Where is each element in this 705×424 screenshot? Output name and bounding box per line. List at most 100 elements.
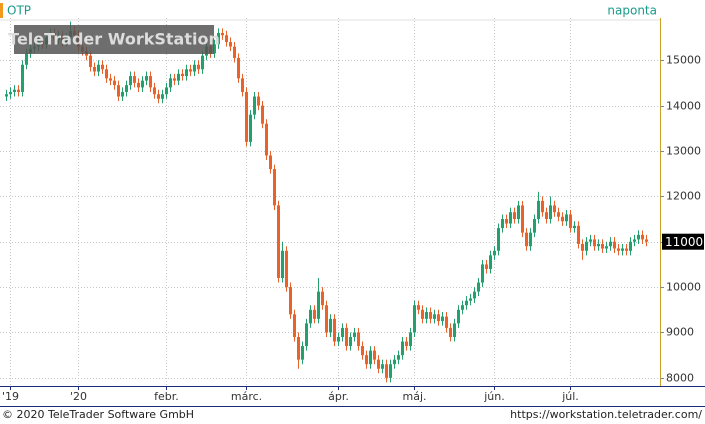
- last-price-box: [662, 233, 704, 250]
- candle-body: [305, 323, 308, 347]
- candle-body: [301, 346, 304, 360]
- candle-body: [553, 205, 556, 213]
- candle-body: [117, 85, 120, 97]
- candle-body: [253, 96, 256, 115]
- candle-body: [121, 91, 124, 97]
- candle-body: [201, 55, 204, 70]
- candle-body: [629, 241, 632, 251]
- candle-body: [273, 169, 276, 206]
- candle-body: [361, 346, 364, 356]
- candle-body: [89, 55, 92, 68]
- candle-body: [477, 282, 480, 292]
- candle-body: [317, 291, 320, 319]
- candle-body: [153, 87, 156, 95]
- candle-body: [9, 91, 12, 95]
- candle-body: [165, 87, 168, 95]
- candle-body: [505, 219, 508, 224]
- candle-body: [277, 205, 280, 279]
- candle-body: [213, 44, 216, 54]
- y-tick-label: 14000: [666, 100, 701, 113]
- candle-body: [249, 114, 252, 142]
- x-tick-label: márc.: [231, 390, 262, 403]
- candle-body: [489, 255, 492, 269]
- candle-body: [269, 155, 272, 170]
- candle-body: [497, 228, 500, 251]
- candle-body: [509, 212, 512, 224]
- y-tick-label: 8000: [666, 372, 694, 385]
- candle-body: [285, 250, 288, 288]
- candle-body: [293, 314, 296, 337]
- candle-body: [193, 64, 196, 72]
- watermark: TeleTrader WorkStation: [8, 30, 220, 49]
- candle-body: [149, 76, 152, 88]
- source-url: https://workstation.teletrader.com/: [510, 408, 702, 421]
- candle-body: [137, 82, 140, 88]
- candle-body: [405, 341, 408, 347]
- candle-body: [173, 78, 176, 81]
- candle-body: [373, 350, 376, 360]
- candle-body: [225, 35, 228, 43]
- candle-body: [645, 239, 648, 242]
- period: naponta: [607, 4, 657, 18]
- symbol: OTP: [7, 4, 31, 18]
- candle-body: [109, 78, 112, 81]
- candle-body: [389, 364, 392, 378]
- x-tick-label: '19: [2, 390, 19, 403]
- candle-body: [577, 225, 580, 244]
- candle-body: [581, 243, 584, 251]
- candle-body: [281, 250, 284, 279]
- candle-body: [349, 336, 352, 347]
- candle-body: [401, 341, 404, 356]
- candle-body: [333, 318, 336, 342]
- candle-body: [217, 32, 220, 45]
- y-tick-label: 12000: [666, 190, 701, 203]
- candle-body: [25, 53, 28, 65]
- candle-body: [125, 85, 128, 92]
- candle-body: [521, 205, 524, 233]
- candle-body: [357, 332, 360, 347]
- candle-body: [393, 359, 396, 365]
- candle-body: [365, 355, 368, 365]
- candle-body: [141, 80, 144, 88]
- candle-body: [345, 327, 348, 347]
- candle-body: [133, 76, 136, 83]
- candle-body: [321, 291, 324, 306]
- candle-body: [425, 312, 428, 319]
- candle-body: [189, 69, 192, 72]
- y-tick-label: 15000: [666, 54, 701, 67]
- candle-body: [617, 248, 620, 251]
- candle-body: [309, 309, 312, 324]
- candle-body: [569, 214, 572, 229]
- symbol-marker: [0, 3, 3, 18]
- x-tick-label: máj.: [402, 390, 426, 403]
- candle-body: [185, 69, 188, 77]
- candle-body: [613, 241, 616, 249]
- candle-body: [5, 94, 8, 97]
- candle-body: [441, 316, 444, 322]
- candle-body: [241, 78, 244, 92]
- candle-body: [541, 200, 544, 213]
- x-tick-label: '20: [70, 390, 87, 403]
- y-tick-label: 13000: [666, 145, 701, 158]
- candle-body: [297, 336, 300, 360]
- candle-body: [457, 309, 460, 324]
- y-tick-label: 10000: [666, 281, 701, 294]
- candle-body: [557, 212, 560, 217]
- last-price-label: 11000: [665, 235, 703, 249]
- candle-body: [377, 359, 380, 369]
- x-tick-label: ápr.: [328, 390, 349, 403]
- candle-body: [413, 305, 416, 333]
- candle-body: [517, 205, 520, 220]
- candle-body: [637, 234, 640, 240]
- candle-body: [437, 314, 440, 322]
- candle-body: [313, 309, 316, 319]
- candle-body: [337, 336, 340, 342]
- candle-body: [513, 212, 516, 220]
- candle-body: [565, 214, 568, 222]
- candle-body: [157, 94, 160, 99]
- candle-body: [601, 243, 604, 249]
- candle-body: [145, 76, 148, 81]
- candle-body: [257, 96, 260, 106]
